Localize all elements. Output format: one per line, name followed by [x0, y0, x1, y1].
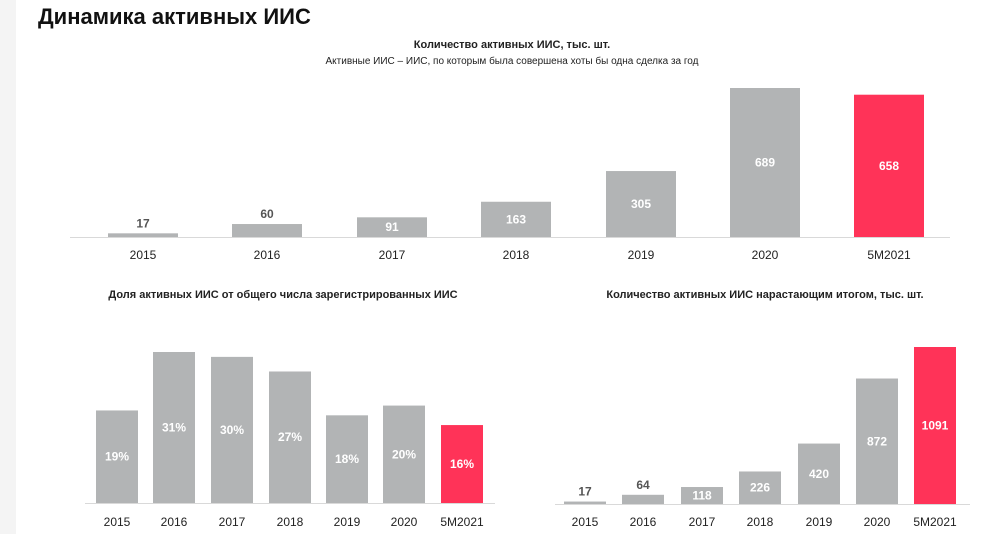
bar-2016	[622, 494, 664, 504]
x-tick-label-2017: 2017	[689, 515, 716, 529]
data-label-2016: 31%	[162, 421, 186, 435]
x-tick-label-2015: 2015	[104, 515, 131, 529]
bar-5M2021	[441, 425, 483, 503]
x-tick-label-2016: 2016	[161, 515, 188, 529]
bar-2016	[232, 224, 302, 237]
bar-2015	[108, 233, 178, 237]
data-label-2016: 60	[260, 207, 274, 221]
x-tick-label-2018: 2018	[747, 515, 774, 529]
data-label-2018: 226	[750, 481, 770, 495]
chart-2-title: Доля активных ИИС от общего числа зареги…	[108, 289, 457, 301]
x-tick-label-2018: 2018	[503, 248, 530, 262]
bar-2018	[739, 471, 781, 504]
left-margin-strip	[0, 0, 16, 534]
bar-2020	[856, 378, 898, 504]
x-tick-label-2019: 2019	[806, 515, 833, 529]
bar-2016	[153, 352, 195, 503]
x-tick-label-2017: 2017	[379, 248, 406, 262]
bar-2018	[481, 201, 551, 237]
x-tick-label-2018: 2018	[277, 515, 304, 529]
bar-2018	[269, 371, 311, 503]
x-tick-label-2016: 2016	[630, 515, 657, 529]
bar-5M2021	[914, 347, 956, 504]
bar-2020	[383, 405, 425, 503]
page-title: Динамика активных ИИС	[38, 4, 311, 29]
x-tick-label-2019: 2019	[334, 515, 361, 529]
bar-2020	[730, 88, 800, 237]
x-tick-label-2016: 2016	[254, 248, 281, 262]
bar-2019	[606, 171, 676, 237]
data-label-2017: 30%	[220, 423, 244, 437]
data-label-2020: 20%	[392, 447, 416, 461]
data-label-2019: 18%	[335, 452, 359, 466]
bar-5M2021	[854, 94, 924, 237]
chart-1-subtitle: Активные ИИС – ИИС, по которым была сове…	[326, 55, 699, 67]
data-label-5M2021: 16%	[450, 457, 474, 471]
bar-2015	[564, 501, 606, 504]
x-tick-label-2020: 2020	[391, 515, 418, 529]
data-label-2015: 17	[578, 485, 592, 499]
x-tick-label-5M2021: 5M2021	[440, 515, 484, 529]
data-label-2015: 17	[136, 216, 150, 230]
data-label-2020: 872	[867, 434, 887, 448]
x-tick-label-2017: 2017	[219, 515, 246, 529]
x-tick-label-2019: 2019	[628, 248, 655, 262]
chart-3-title: Количество активных ИИС нарастающим итог…	[606, 289, 923, 301]
x-tick-label-2020: 2020	[752, 248, 779, 262]
x-tick-label-2020: 2020	[864, 515, 891, 529]
bar-2017	[681, 487, 723, 504]
chart-1-title: Количество активных ИИС, тыс. шт.	[414, 39, 610, 51]
data-label-5M2021: 1091	[922, 419, 949, 433]
bar-2015	[96, 410, 138, 503]
data-label-2019: 305	[631, 197, 651, 211]
bar-2017	[357, 217, 427, 237]
bar-2019	[326, 415, 368, 503]
x-tick-label-5M2021: 5M2021	[913, 515, 957, 529]
data-label-2017: 91	[385, 220, 399, 234]
x-tick-label-2015: 2015	[130, 248, 157, 262]
data-label-2015: 19%	[105, 450, 129, 464]
bar-2017	[211, 356, 253, 503]
data-label-2018: 163	[506, 212, 526, 226]
data-label-2020: 689	[755, 156, 775, 170]
data-label-2019: 420	[809, 467, 829, 481]
data-label-2018: 27%	[278, 430, 302, 444]
data-label-2017: 118	[692, 489, 712, 503]
x-tick-label-2015: 2015	[572, 515, 599, 529]
data-label-5M2021: 658	[879, 159, 899, 173]
bar-2019	[798, 443, 840, 504]
x-tick-label-5M2021: 5M2021	[867, 248, 911, 262]
data-label-2016: 64	[636, 478, 650, 492]
